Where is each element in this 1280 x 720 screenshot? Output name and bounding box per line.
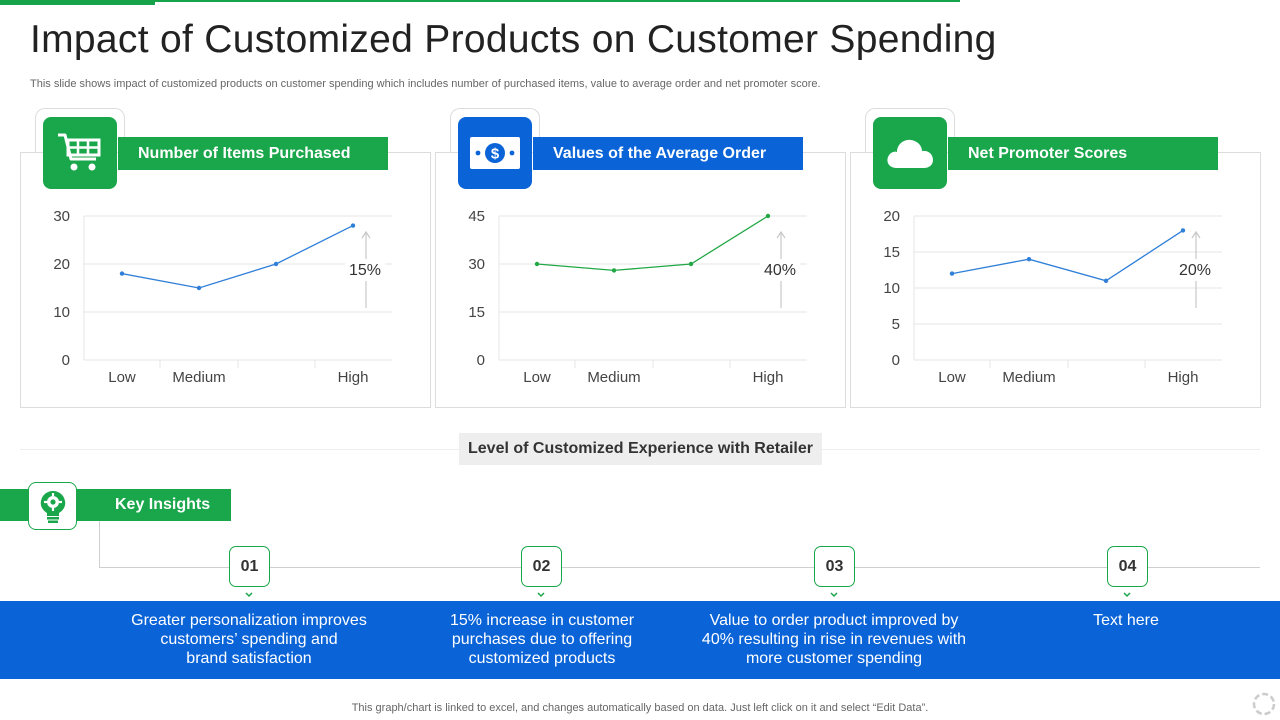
chevron-down-icon bbox=[1123, 592, 1131, 598]
data-point bbox=[534, 261, 540, 267]
x-tick-label: Low bbox=[523, 369, 551, 386]
y-tick-label: 0 bbox=[62, 352, 70, 369]
insight-text-04: Text here bbox=[1093, 612, 1159, 629]
data-point bbox=[688, 261, 694, 267]
cloud-icon bbox=[873, 117, 947, 189]
data-point bbox=[949, 271, 955, 276]
data-point bbox=[611, 268, 617, 273]
page-subtitle: This slide shows impact of customized pr… bbox=[30, 78, 821, 90]
x-tick-label: Medium bbox=[172, 369, 225, 386]
y-tick-label: 30 bbox=[468, 256, 485, 273]
lightbulb-gear-icon bbox=[28, 482, 77, 530]
arrow-up-icon bbox=[1191, 230, 1201, 239]
chart-title-net-promoter: Net Promoter Scores bbox=[948, 137, 1218, 170]
insight-number-02: 02 bbox=[521, 546, 562, 587]
x-tick-label: High bbox=[1168, 369, 1199, 386]
chart-title-items-purchased: Number of Items Purchased bbox=[118, 137, 388, 170]
chart-net-promoter: 20 15 10 5 0 Low Medium High 20% bbox=[883, 208, 1222, 386]
annotation-label: 40% bbox=[764, 262, 796, 279]
y-tick-label: 20 bbox=[883, 208, 900, 225]
insight-number-03: 03 bbox=[814, 546, 855, 587]
data-point bbox=[119, 271, 125, 276]
chart-average-order: 45 30 15 0 Low Medium High 40% bbox=[468, 208, 807, 386]
top-accent-line bbox=[0, 0, 960, 2]
y-tick-label: 20 bbox=[53, 256, 70, 273]
y-tick-label: 45 bbox=[468, 208, 485, 225]
chevron-down-icon bbox=[830, 592, 838, 598]
data-point bbox=[765, 213, 771, 219]
x-tick-label: High bbox=[753, 369, 784, 386]
x-tick-label: Low bbox=[108, 369, 136, 386]
y-tick-label: 5 bbox=[892, 316, 900, 333]
insights-connector-horizontal bbox=[99, 567, 1260, 568]
annotation-bg bbox=[760, 259, 800, 281]
insights-connector-vertical bbox=[99, 521, 100, 568]
data-point bbox=[1026, 257, 1032, 262]
data-point bbox=[1180, 228, 1186, 233]
chevron-down-icon bbox=[537, 592, 545, 598]
footer-note: This graph/chart is linked to excel, and… bbox=[351, 702, 929, 714]
data-point bbox=[350, 223, 356, 228]
x-tick-label: Medium bbox=[587, 369, 640, 386]
y-tick-label: 10 bbox=[883, 280, 900, 297]
y-tick-label: 15 bbox=[468, 304, 485, 321]
x-axis-caption: Level of Customized Experience with Reta… bbox=[459, 433, 822, 465]
chevron-down-icon bbox=[245, 592, 253, 598]
chart-items-purchased: 30 20 10 0 Low Medium High 15% bbox=[53, 208, 392, 386]
data-point bbox=[1103, 278, 1109, 283]
x-tick-label: High bbox=[338, 369, 369, 386]
shopping-cart-icon bbox=[43, 117, 117, 189]
key-insights-label: Key Insights bbox=[115, 496, 211, 513]
y-tick-label: 0 bbox=[477, 352, 485, 369]
insight-text-03: Value to order product improved by 40% r… bbox=[701, 612, 967, 667]
loading-ring-icon bbox=[1252, 692, 1276, 716]
series-line bbox=[536, 215, 769, 272]
x-tick-label: Medium bbox=[1002, 369, 1055, 386]
y-tick-label: 10 bbox=[53, 304, 70, 321]
annotation-bg bbox=[345, 259, 385, 281]
arrow-up-icon bbox=[361, 230, 371, 239]
annotation-label: 20% bbox=[1179, 262, 1211, 279]
series-line bbox=[121, 225, 354, 289]
money-bill-icon: $ bbox=[458, 117, 532, 189]
x-tick-label: Low bbox=[938, 369, 966, 386]
y-tick-label: 0 bbox=[892, 352, 900, 369]
series-line bbox=[951, 229, 1184, 282]
data-point bbox=[196, 285, 202, 291]
insight-text-01: Greater personalization improves custome… bbox=[131, 612, 367, 667]
chart-title-average-order: Values of the Average Order bbox=[533, 137, 803, 170]
annotation-label: 15% bbox=[349, 262, 381, 279]
insight-number-01: 01 bbox=[229, 546, 270, 587]
insight-text-02: 15% increase in customer purchases due t… bbox=[449, 612, 635, 667]
svg-text:$: $ bbox=[491, 146, 500, 163]
y-tick-label: 30 bbox=[53, 208, 70, 225]
data-point bbox=[273, 261, 279, 267]
insights-strip bbox=[0, 601, 1280, 679]
annotation-bg bbox=[1175, 259, 1215, 281]
arrow-up-icon bbox=[776, 230, 786, 239]
insight-number-04: 04 bbox=[1107, 546, 1148, 587]
page-title: Impact of Customized Products on Custome… bbox=[30, 18, 997, 61]
y-tick-label: 15 bbox=[883, 244, 900, 261]
top-accent-tab bbox=[0, 0, 155, 5]
